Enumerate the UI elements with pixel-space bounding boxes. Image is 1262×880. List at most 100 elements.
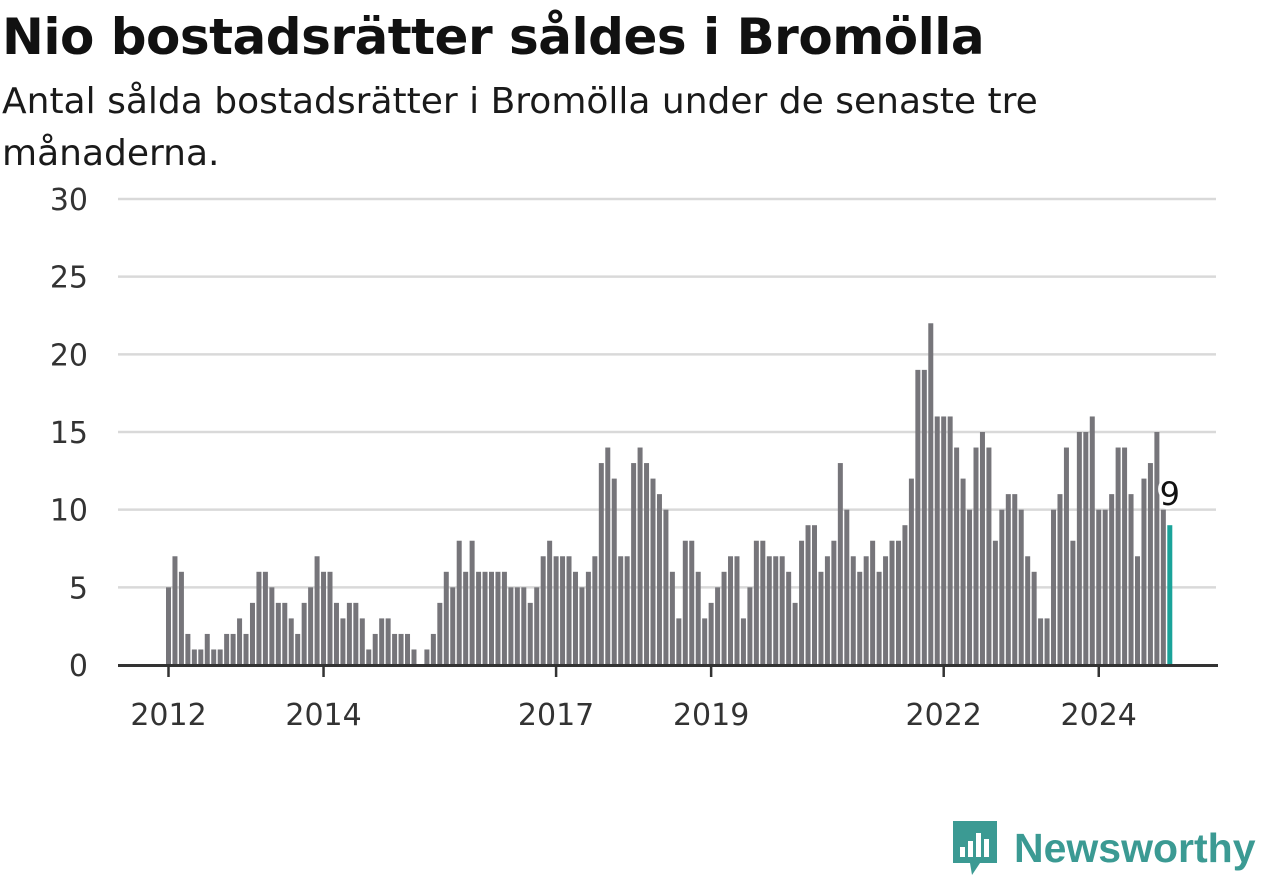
bar [915,369,921,665]
bar [644,463,650,665]
chart-subtitle: Antal sålda bostadsrätter i Bromölla und… [2,81,1038,174]
bar [295,633,301,665]
bar [1018,509,1024,665]
bar [1005,494,1011,665]
bar [960,478,966,665]
bar [321,571,327,665]
bar [1038,618,1044,665]
bar [844,509,850,665]
bar [1154,432,1160,665]
bar [902,525,908,665]
bar [172,556,178,665]
bar [831,540,837,665]
bar [1147,463,1153,665]
x-tick-label: 2024 [1061,698,1137,733]
bar [812,525,817,665]
bar [863,556,869,665]
bar [792,602,798,665]
bar [372,633,378,665]
bar [456,540,462,665]
bar [947,416,953,665]
bar [967,509,973,665]
brand-name: Newsworthy [1014,824,1256,871]
bar [579,587,585,665]
y-axis-ticks: 0 5 10 15 20 25 30 [50,183,88,684]
bar [217,649,223,665]
highlight-bar [1167,525,1173,665]
bar [592,556,598,665]
bar [773,556,779,665]
bar [269,587,275,665]
bar [327,571,333,665]
bar [676,618,682,665]
bar [1063,447,1069,665]
bar [469,540,475,665]
bar [753,540,759,665]
bar [1057,494,1063,665]
bar [424,649,430,665]
bar [1044,618,1050,665]
x-tick-label: 2012 [130,698,206,733]
bar [611,478,617,665]
bar [359,618,365,665]
y-tick-label: 0 [69,649,88,684]
bar [786,571,792,665]
bar [366,649,372,665]
bar [1083,432,1089,665]
bar [934,416,940,665]
bar [1025,556,1031,665]
bar [437,602,443,665]
bar [443,571,449,665]
bar [204,633,210,665]
bar [508,587,514,665]
bar [669,571,675,665]
bar [1089,416,1095,665]
bar [682,540,688,665]
bar [430,633,436,665]
bar [663,509,669,665]
bar [314,556,320,665]
bar [695,571,701,665]
bar [941,416,947,665]
bar [495,571,501,665]
bar [779,556,785,665]
bar [262,571,268,665]
bar [631,463,637,665]
bar [973,447,979,665]
bar [501,571,507,665]
newsworthy-chart-bubble-icon [953,821,997,875]
bar [928,323,934,665]
bar [1070,540,1076,665]
bar [534,587,540,665]
bar [166,587,171,665]
bar [1102,509,1108,665]
bar [1051,509,1057,665]
bar [482,571,488,665]
bar [721,571,727,665]
bar [850,556,856,665]
x-tick-label: 2017 [518,698,594,733]
x-axis-ticks: 2012 2014 2017 2019 2022 2024 [130,665,1137,733]
bar [1031,571,1037,665]
bar [1160,509,1166,665]
bar [876,571,882,665]
bar [979,432,985,665]
bar [715,587,721,665]
bar [275,602,281,665]
chart-title: Nio bostadsrätter såldes i Bromölla [2,8,985,66]
bar [385,618,391,665]
bar [656,494,662,665]
bar [333,602,339,665]
bar [818,571,824,665]
x-tick-label: 2019 [673,698,749,733]
bar [211,649,217,665]
bar [618,556,624,665]
bar [301,602,307,665]
bar [689,540,695,665]
bar [450,587,456,665]
bar [521,587,527,665]
bar [178,571,184,665]
bar [954,447,960,665]
y-tick-label: 25 [50,261,88,296]
